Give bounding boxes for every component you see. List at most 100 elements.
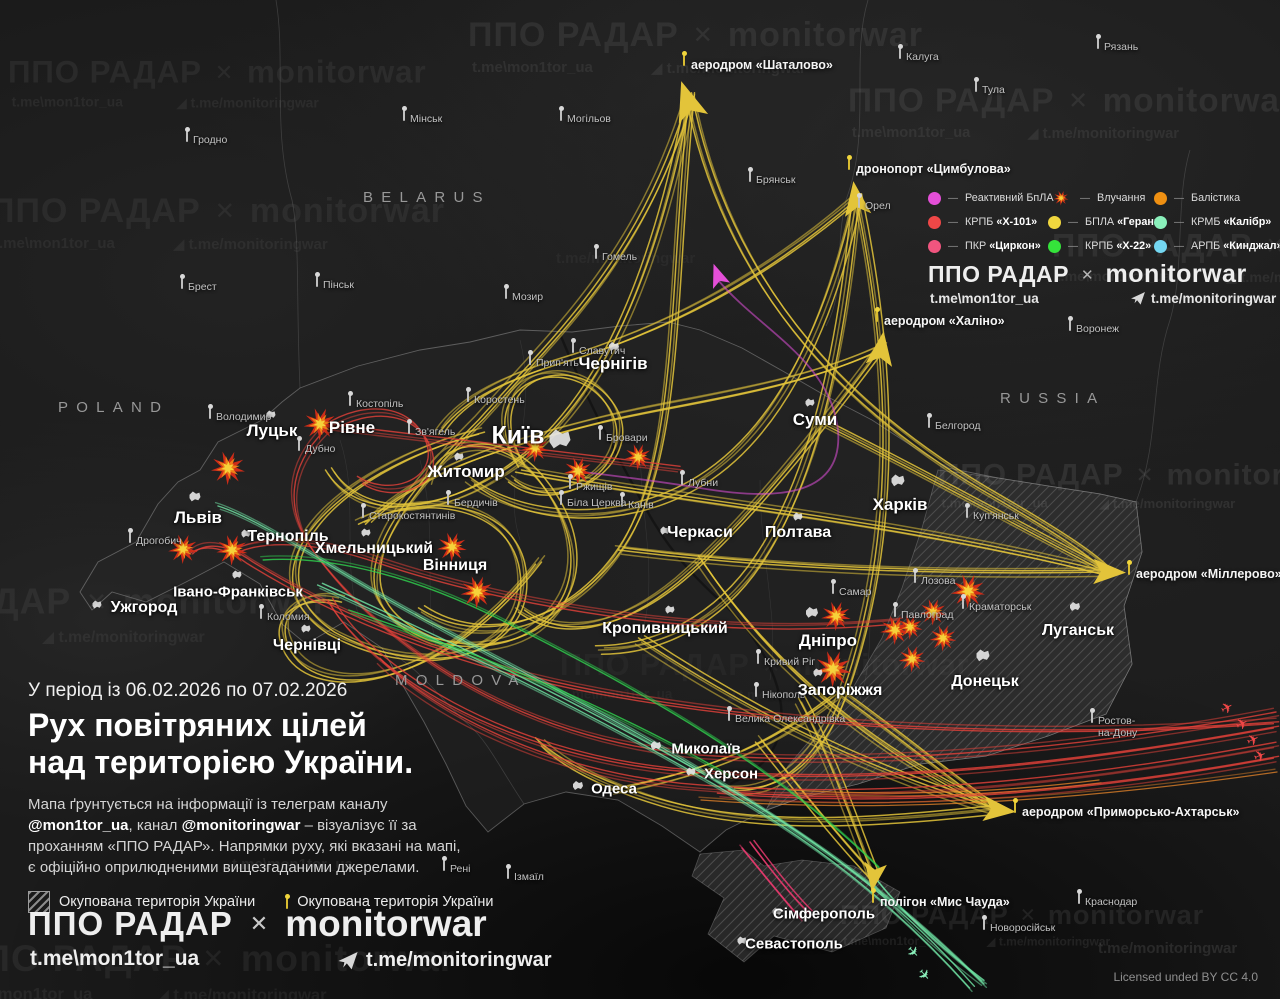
kh-101-trajectory bbox=[233, 538, 904, 625]
city-marker bbox=[241, 529, 251, 538]
branding-top-right: ППО РАДАР ✕ monitorwar t.me\mon1tor_ua t… bbox=[928, 260, 1280, 306]
country-border bbox=[381, 647, 525, 805]
explosion-icon bbox=[437, 532, 467, 562]
kh-101-trajectory bbox=[719, 761, 1277, 804]
city-marker bbox=[976, 649, 990, 662]
legend-dot-icon bbox=[1154, 191, 1167, 205]
geran-uav-trajectory bbox=[754, 741, 871, 879]
kalibr-trajectory bbox=[316, 584, 971, 989]
kh-22-trajectory bbox=[348, 609, 730, 776]
kh-101-trajectory bbox=[228, 540, 899, 626]
kh-101-trajectory bbox=[321, 408, 429, 486]
monitorwar-logo: monitorwar bbox=[285, 903, 487, 944]
explosion-icon bbox=[929, 625, 957, 652]
legend-item: — Реактивний БпЛА bbox=[928, 191, 1054, 205]
kh-22-trajectory bbox=[262, 558, 882, 871]
city-marker bbox=[266, 410, 276, 419]
legend-dot-icon bbox=[928, 215, 941, 229]
telegram-handle-monitoringwar[interactable]: t.me/monitoringwar bbox=[338, 949, 552, 972]
city-marker bbox=[549, 429, 571, 449]
geran-uav-trajectory bbox=[289, 429, 519, 658]
geran-uav-trajectory bbox=[523, 346, 888, 628]
geran-uav-trajectory bbox=[281, 557, 540, 677]
dnipro-river bbox=[558, 333, 783, 786]
kh-101-trajectory bbox=[296, 432, 1280, 763]
legend-item: — Влучання bbox=[1048, 188, 1154, 208]
legend-label: КРМБ «Калібр» bbox=[1191, 216, 1272, 228]
geran-uav-trajectory bbox=[287, 555, 546, 675]
legend: — Реактивний БпЛА — Влучання — Балістика — КРПБ… bbox=[928, 188, 1280, 263]
legend-item: — ПКР «Циркон» bbox=[928, 239, 1048, 253]
kalibr-trajectory bbox=[217, 505, 985, 985]
legend-dash: — bbox=[1068, 216, 1078, 228]
geran-uav-trajectory bbox=[543, 739, 1002, 821]
license-label: Licensed unded BY CC 4.0 bbox=[1113, 970, 1258, 984]
kh-101-trajectory bbox=[716, 757, 1275, 800]
geran-uav-trajectory bbox=[443, 197, 863, 433]
geran-uav-trajectory bbox=[803, 695, 879, 871]
explosion-icon bbox=[919, 599, 947, 626]
explosion-icon bbox=[950, 574, 985, 609]
geran-uav-trajectory bbox=[614, 545, 1103, 570]
explosion-icon bbox=[210, 451, 245, 486]
city-marker bbox=[609, 342, 619, 351]
kh-101-trajectory bbox=[186, 547, 1275, 733]
city-marker bbox=[772, 907, 782, 916]
explosion-icon bbox=[624, 444, 652, 471]
geran-uav-trajectory bbox=[835, 693, 996, 813]
telegram-handle-monitoringwar[interactable]: t.me/monitoringwar bbox=[1131, 291, 1276, 306]
legend-item: — БПЛА «Герань» bbox=[1048, 215, 1167, 229]
explosion-icon bbox=[1053, 190, 1069, 206]
city-marker bbox=[737, 936, 747, 945]
geran-uav-trajectory bbox=[820, 417, 1109, 569]
geran-uav-trajectory bbox=[687, 98, 1106, 573]
occupied-territory bbox=[691, 849, 901, 963]
monitorwar-logo: monitorwar bbox=[1105, 260, 1247, 288]
legend-dash: — bbox=[1174, 192, 1184, 204]
geran-uav-trajectory bbox=[473, 199, 863, 519]
telegram-handle-mon1tor[interactable]: t.me\mon1tor_ua bbox=[30, 947, 200, 970]
hatched-area-swatch bbox=[28, 891, 50, 913]
kh-22-trajectory bbox=[260, 555, 880, 868]
geran-uav-trajectory bbox=[603, 193, 863, 649]
kh-101-trajectory bbox=[189, 541, 1277, 727]
legend-dash: — bbox=[1080, 192, 1090, 204]
ballistic-trajectory bbox=[700, 771, 1278, 807]
legend-dot-icon bbox=[1048, 215, 1061, 229]
kalibr-trajectory bbox=[870, 880, 983, 987]
launch-arrow-khalino-icon bbox=[865, 331, 893, 367]
geran-uav-trajectory bbox=[370, 348, 885, 523]
legend-label: Балістика bbox=[1191, 192, 1241, 204]
geran-uav-trajectory bbox=[284, 561, 543, 681]
kh-101-trajectory bbox=[331, 423, 681, 468]
telegram-icon bbox=[338, 951, 358, 969]
legend-dash: — bbox=[1068, 240, 1078, 252]
city-marker bbox=[805, 398, 815, 407]
city-marker bbox=[813, 668, 823, 677]
branding-bottom-left: ППО РАДАР ✕ monitorwar t.me\mon1tor_ua t… bbox=[28, 903, 552, 971]
legend-item: — КРПБ «Х-22» bbox=[1048, 239, 1154, 253]
city-marker bbox=[189, 491, 201, 502]
geran-uav-trajectory bbox=[623, 547, 1112, 572]
zircon-trajectory bbox=[753, 839, 813, 912]
yellow-pin-icon bbox=[284, 893, 290, 909]
kh-101-trajectory bbox=[376, 662, 1275, 796]
legend-label: Реактивний БпЛА bbox=[965, 192, 1054, 204]
city-marker bbox=[301, 624, 311, 633]
legend-dot-icon bbox=[928, 191, 941, 205]
geran-uav-trajectory bbox=[617, 549, 1106, 574]
cross-separator-icon: ✕ bbox=[249, 911, 269, 936]
city-marker bbox=[92, 600, 102, 609]
geran-uav-trajectory bbox=[520, 469, 1109, 573]
launch-arrow-millerovo-icon bbox=[1093, 558, 1126, 585]
geran-uav-trajectory bbox=[693, 96, 1112, 571]
kh-101-trajectory bbox=[293, 429, 1277, 760]
geran-uav-trajectory bbox=[292, 433, 522, 662]
kh-101-trajectory bbox=[333, 427, 684, 471]
geran-uav-trajectory bbox=[517, 465, 1106, 569]
city-marker bbox=[1070, 602, 1080, 611]
telegram-handle-mon1tor[interactable]: t.me\mon1tor_ua bbox=[930, 291, 1039, 306]
geran-uav-trajectory bbox=[514, 344, 879, 626]
city-marker bbox=[651, 741, 661, 750]
